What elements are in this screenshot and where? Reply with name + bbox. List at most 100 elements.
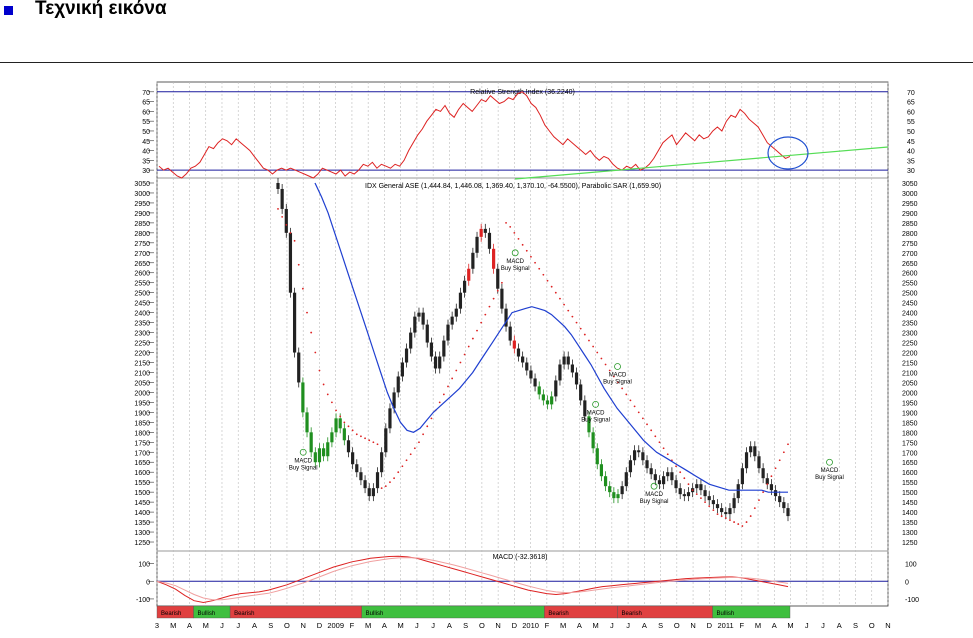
candle-body	[740, 468, 744, 485]
price-tick-label-left: 1500	[134, 490, 150, 497]
price-tick-label-right: 2600	[902, 271, 918, 278]
candle-body	[367, 488, 371, 497]
candle-body	[769, 484, 774, 491]
rsi-tick-label-right: 70	[907, 90, 915, 97]
candle-body	[438, 356, 442, 369]
sar-dot	[758, 499, 760, 502]
x-axis-month-label: A	[837, 621, 842, 630]
price-tick-label-right: 2750	[902, 241, 918, 248]
price-tick-label-right: 1600	[902, 470, 918, 477]
candle-body	[666, 472, 670, 477]
sar-dot	[534, 261, 536, 264]
price-tick-label-right: 2000	[902, 390, 918, 397]
candle-body	[682, 494, 686, 497]
candle-body	[467, 268, 471, 281]
sar-dot	[691, 489, 694, 492]
sar-dot	[413, 447, 416, 450]
moving-average-line	[314, 182, 788, 493]
price-tick-label-left: 3050	[134, 181, 150, 188]
sar-dot	[289, 231, 292, 234]
price-tick-label-right: 1750	[902, 440, 918, 447]
sar-dot	[347, 425, 350, 428]
candle-body	[363, 480, 367, 489]
sar-dot	[401, 465, 404, 468]
x-axis-month-label: O	[284, 621, 290, 630]
candle-body	[645, 460, 649, 469]
x-axis-month-label: A	[187, 621, 192, 630]
candle-body	[707, 496, 711, 501]
signal-label: MACD	[609, 372, 627, 378]
sar-dot	[774, 467, 777, 470]
rsi-tick-label-left: 65	[142, 100, 150, 107]
sar-dot	[766, 483, 769, 486]
rsi-tick-label-right: 35	[907, 158, 915, 165]
sar-dot	[335, 409, 337, 412]
candle-body	[409, 332, 413, 349]
candle-body	[699, 484, 703, 491]
sar-dot	[600, 357, 603, 360]
candle-body	[276, 182, 280, 189]
candle-body	[508, 326, 512, 341]
sar-dot	[571, 315, 574, 318]
x-axis-month-label: J	[626, 621, 630, 630]
x-axis-month-label: M	[170, 621, 176, 630]
rsi-tick-label-right: 65	[907, 100, 915, 107]
candle-body	[736, 484, 740, 499]
sar-dot	[612, 375, 615, 378]
signal-label: Buy Signal	[501, 266, 530, 272]
price-tick-label-right: 1800	[902, 430, 918, 437]
price-tick-label-left: 1700	[134, 450, 150, 457]
candle-body	[778, 496, 782, 503]
sar-dot	[683, 477, 686, 480]
candle-body	[326, 442, 330, 457]
sar-dot	[314, 351, 317, 354]
x-axis-month-label: J	[415, 621, 419, 630]
price-tick-label-left: 1950	[134, 400, 150, 407]
macd-tick-label-right: 100	[905, 562, 917, 569]
rsi-tick-label-left: 55	[142, 119, 150, 126]
candle-body	[429, 342, 434, 357]
price-tick-label-right: 2150	[902, 361, 918, 368]
sar-dot	[285, 223, 288, 226]
price-tick-label-left: 2300	[134, 331, 150, 338]
price-tick-label-left: 2900	[134, 211, 150, 218]
price-tick-label-left: 2800	[134, 231, 150, 238]
price-tick-label-right: 2800	[902, 231, 918, 238]
price-tick-label-left: 1800	[134, 430, 150, 437]
candle-body	[375, 472, 380, 489]
macd-tick-label-left: 100	[138, 562, 150, 569]
rsi-tick-label-right: 45	[907, 139, 915, 146]
price-tick-label-right: 2850	[902, 221, 918, 228]
candle-body	[728, 508, 732, 515]
candle-body	[496, 268, 500, 289]
candle-body	[317, 448, 322, 463]
x-axis-month-label: N	[885, 621, 890, 630]
candle-body	[338, 418, 342, 429]
x-axis-month-label: N	[690, 621, 695, 630]
signal-label: Buy Signal	[640, 499, 669, 505]
sar-dot	[351, 429, 354, 432]
price-tick-label-right: 1650	[902, 460, 918, 467]
sar-dot	[720, 515, 723, 517]
price-tick-label-right: 2500	[902, 291, 918, 298]
candle-body	[533, 378, 537, 387]
sar-dot	[559, 297, 561, 300]
sar-dot	[625, 393, 628, 396]
x-axis-month-label: J	[236, 621, 240, 630]
candle-body	[309, 432, 313, 453]
price-tick-label-right: 2100	[902, 370, 918, 377]
candle-body	[558, 364, 562, 381]
sar-dot	[364, 437, 366, 440]
candle-body	[404, 348, 409, 363]
signal-marker	[299, 448, 307, 456]
sar-dot	[389, 481, 391, 484]
candle-body	[351, 452, 355, 465]
sar-dot	[724, 517, 727, 519]
sar-dot	[716, 513, 719, 515]
sar-dot	[542, 273, 545, 276]
x-axis-month-label: J	[431, 621, 435, 630]
candle-body	[446, 324, 450, 341]
sar-dot	[604, 363, 607, 366]
candle-body	[322, 448, 326, 457]
candle-body	[786, 508, 790, 517]
